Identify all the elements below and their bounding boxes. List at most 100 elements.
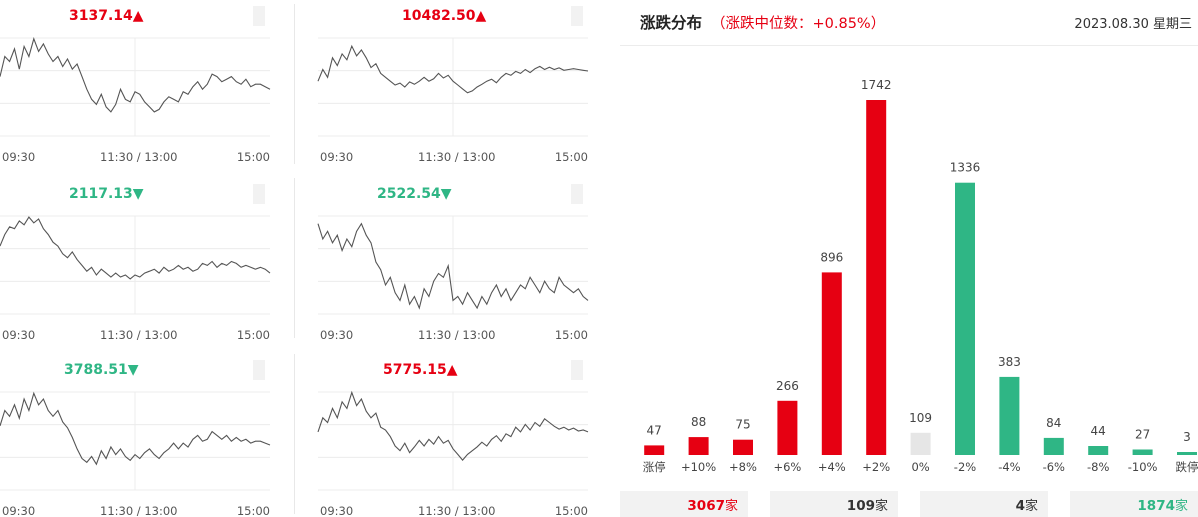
summary-value: 1874家 (1137, 495, 1188, 514)
category-label: 0% (911, 460, 929, 474)
summary-count: 1874 (1137, 498, 1175, 514)
intraday-line-chart (0, 391, 271, 491)
intraday-line-chart (317, 37, 589, 137)
x-tick-label: 09:30 (2, 150, 36, 164)
summary-unit: 家 (1024, 499, 1038, 514)
index-price-line (0, 37, 271, 113)
x-tick-label: 11:30 / 13:00 (100, 504, 178, 517)
panel-divider (620, 45, 1198, 46)
index-price-value: 3137.14 (69, 8, 133, 24)
summary-unit: 家 (874, 499, 888, 514)
index-price-value: 2117.13 (69, 186, 133, 202)
category-label: -8% (1087, 460, 1109, 474)
index-price: 3788.51▼ (64, 362, 139, 378)
index-change-badge (253, 360, 265, 380)
index-price-value: 10482.50 (402, 8, 476, 24)
rise-fall-distribution-panel: 涨跌分布 （涨跌中位数：+0.85%） 2023.08.30 星期三 47 涨停 8… (620, 0, 1198, 517)
bar-0 (644, 445, 665, 455)
bar-value-label: 75 (735, 418, 750, 432)
summary-unit: 家 (1174, 499, 1188, 514)
x-tick-label: 11:30 / 13:00 (418, 328, 496, 342)
index-change-badge (571, 360, 583, 380)
index-header: 2117.13▼ (3, 184, 270, 206)
summary-unit: 家 (724, 499, 738, 514)
bar-6 (910, 432, 931, 455)
bar-value-label: 1336 (950, 161, 981, 175)
x-tick-label: 15:00 (554, 504, 588, 517)
summary-count: 109 (846, 498, 875, 514)
summary-cell-3: 1874家 (1070, 491, 1198, 517)
bar-9 (1043, 437, 1064, 455)
summary-cell-0: 3067家 (620, 491, 748, 517)
intraday-line-chart (317, 215, 589, 315)
intraday-line-chart (0, 37, 271, 137)
index-price-line (317, 222, 589, 310)
x-tick-label: 09:30 (320, 150, 354, 164)
category-label: -10% (1128, 460, 1158, 474)
index-card-sse-50[interactable]: 2522.54▼ 09:30 11:30 / 13:00 15:00 (317, 178, 589, 350)
category-label: +8% (729, 460, 757, 474)
bar-value-label: 896 (820, 250, 843, 264)
bar-7 (955, 182, 975, 455)
category-label: -4% (998, 460, 1020, 474)
bar-8 (999, 376, 1020, 455)
index-price-line (0, 391, 271, 466)
index-price-line (0, 216, 271, 280)
bar-value-label: 27 (1135, 428, 1150, 442)
index-change-badge (253, 184, 265, 204)
index-price: 10482.50▲ (402, 8, 486, 24)
index-header: 5775.15▲ (321, 360, 588, 382)
summary-count: 4 (1015, 498, 1025, 514)
index-card-chinext[interactable]: 2117.13▼ 09:30 11:30 / 13:00 15:00 (0, 178, 271, 350)
category-label: +2% (862, 460, 890, 474)
summary-count: 3067 (687, 498, 725, 514)
index-change-badge (253, 6, 265, 26)
index-price-value: 2522.54 (377, 186, 441, 202)
up-arrow-icon: ▲ (475, 8, 487, 24)
index-cards-grid: 3137.14▲ 09:30 11:30 / 13:00 15:00 10482.50▲… (0, 0, 589, 517)
column-divider (294, 4, 295, 164)
x-tick-label: 09:30 (2, 504, 36, 517)
bar-value-label: 383 (998, 355, 1021, 369)
category-label: 涨停 (643, 460, 666, 474)
index-change-badge (571, 184, 583, 204)
intraday-line-chart (317, 390, 589, 491)
trading-date: 2023.08.30 星期三 (1074, 17, 1192, 32)
category-label: -2% (954, 460, 976, 474)
bar-3 (777, 400, 798, 455)
bar-value-label: 88 (691, 415, 706, 429)
x-tick-label: 15:00 (236, 504, 270, 517)
x-tick-label: 09:30 (320, 328, 354, 342)
x-tick-label: 09:30 (2, 328, 36, 342)
x-tick-label: 15:00 (236, 328, 270, 342)
x-tick-label: 11:30 / 13:00 (100, 328, 178, 342)
bar-10 (1088, 446, 1109, 455)
bar-11 (1132, 449, 1153, 455)
x-tick-label: 11:30 / 13:00 (100, 150, 178, 164)
x-tick-label: 15:00 (236, 150, 270, 164)
summary-cell-1: 109家 (770, 491, 898, 517)
down-arrow-icon: ▼ (132, 186, 144, 202)
index-price: 3137.14▲ (69, 8, 144, 24)
bar-5 (866, 100, 887, 455)
bar-value-label: 47 (647, 423, 662, 437)
bar-2 (733, 439, 753, 455)
index-price-line (317, 44, 589, 94)
index-price-line (317, 390, 589, 461)
column-divider (294, 178, 295, 338)
summary-value: 109家 (847, 495, 888, 514)
bar-1 (688, 437, 709, 455)
index-price: 2117.13▼ (69, 186, 144, 202)
index-card-sse-composite[interactable]: 3137.14▲ 09:30 11:30 / 13:00 15:00 (0, 0, 271, 172)
category-label: -6% (1043, 460, 1065, 474)
index-card-csi-300[interactable]: 3788.51▼ 09:30 11:30 / 13:00 15:00 (0, 354, 271, 517)
summary-value: 4家 (1016, 495, 1038, 514)
index-card-csi-500[interactable]: 5775.15▲ 09:30 11:30 / 13:00 15:00 (317, 354, 589, 517)
index-card-szse-component[interactable]: 10482.50▲ 09:30 11:30 / 13:00 15:00 (317, 0, 589, 172)
x-tick-label: 09:30 (320, 504, 354, 517)
index-header: 3788.51▼ (3, 360, 270, 382)
bar-value-label: 266 (776, 379, 799, 393)
x-tick-label: 11:30 / 13:00 (418, 504, 496, 517)
x-tick-label: 15:00 (554, 328, 588, 342)
bar-value-label: 84 (1046, 416, 1061, 430)
